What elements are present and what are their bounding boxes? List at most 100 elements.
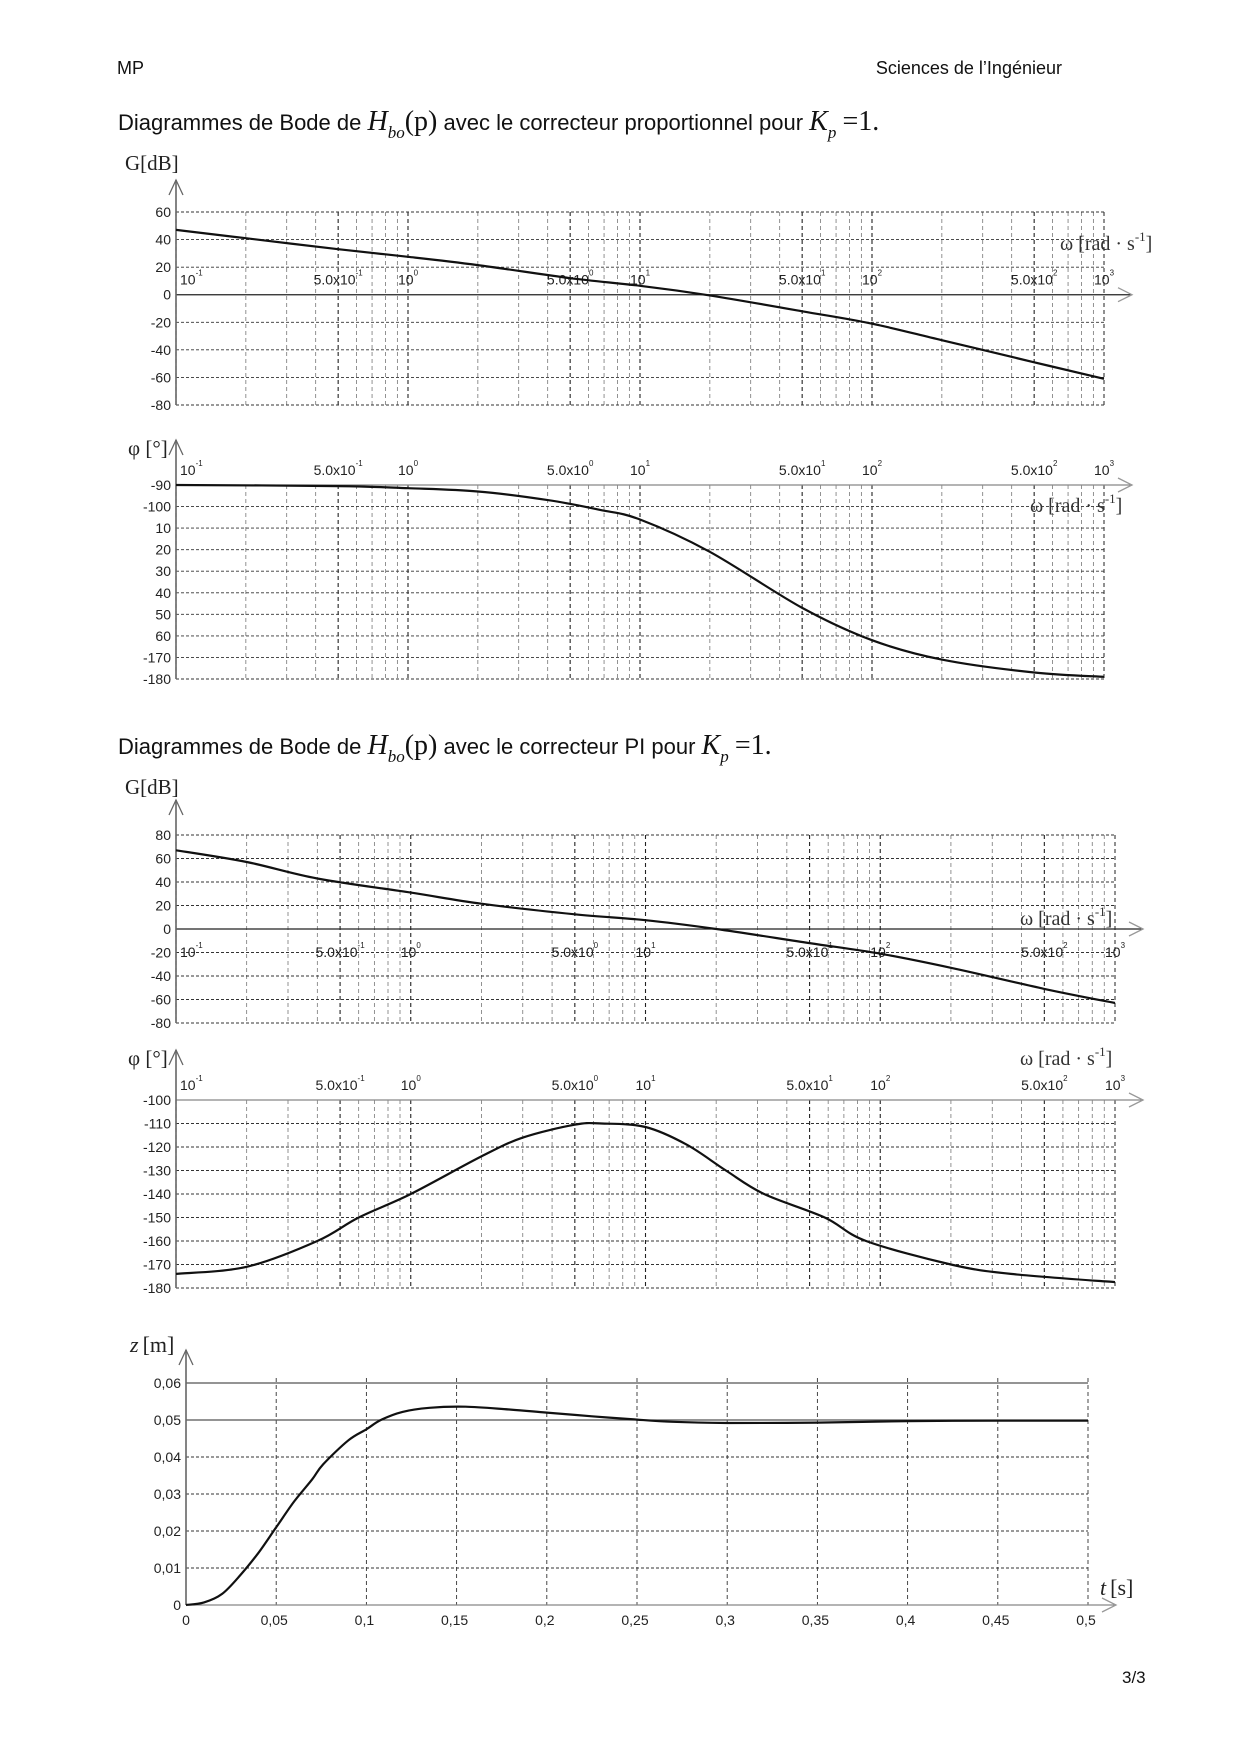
y-tick-label: 20	[155, 542, 171, 558]
x-tick-label: 0,15	[441, 1612, 468, 1628]
x-tick-base: 5.0x10	[786, 1077, 828, 1093]
x-tick-base: 5.0x10	[314, 462, 356, 478]
x-tick-base: 10	[180, 1077, 196, 1093]
series-line	[175, 849, 1116, 1005]
x-tick-label: 5.0x10-1	[315, 1074, 365, 1093]
title-text: Diagrammes de Bode de	[118, 110, 362, 135]
y-tick-label: 0,05	[154, 1412, 181, 1428]
x-tick-exponent: -1	[196, 269, 204, 278]
x-tick-label: 10-1	[180, 941, 203, 960]
x-tick-label: 103	[1094, 269, 1115, 288]
y-tick-label: 50	[155, 606, 171, 622]
y-tick-label: 0,03	[154, 1486, 181, 1502]
x-tick-label: 5.0x100	[547, 459, 594, 478]
x-tick-base: 10	[862, 272, 878, 288]
x-tick-label: 100	[401, 941, 422, 960]
y-tick-label: 40	[155, 874, 171, 890]
x-tick-base: 5.0x10	[547, 462, 589, 478]
x-tick-exponent: 0	[414, 459, 419, 468]
y-axis-arrow-icon	[168, 178, 184, 196]
x-tick-label: 0	[182, 1612, 190, 1628]
x-tick-exponent: -1	[196, 1074, 204, 1083]
x-tick-label: 5.0x10-1	[315, 941, 365, 960]
y-tick-label: -180	[143, 671, 171, 687]
y-tick-label: 0,06	[154, 1375, 181, 1391]
x-tick-base: 5.0x10	[1011, 272, 1053, 288]
x-tick-base: 10	[401, 1077, 417, 1093]
x-tick-base: 5.0x10	[779, 272, 821, 288]
x-tick-label: 100	[401, 1074, 422, 1093]
math-H-sub: bo	[387, 747, 405, 766]
y-tick-label: -170	[143, 649, 171, 665]
y-tick-label: 60	[155, 628, 171, 644]
page-number: 3/3	[1122, 1668, 1146, 1687]
x-tick-exponent: -1	[358, 1074, 366, 1083]
x-tick-base: 10	[635, 944, 651, 960]
y-axis-label: z [m]	[129, 1332, 174, 1357]
x-tick-label: 0,2	[535, 1612, 555, 1628]
x-tick-label: 102	[862, 459, 883, 478]
x-tick-base: 5.0x10	[786, 944, 828, 960]
x-tick-base: 5.0x10	[552, 1077, 594, 1093]
x-tick-exponent: 1	[828, 1074, 833, 1083]
x-tick-label: 0,1	[355, 1612, 375, 1628]
y-tick-label: -20	[151, 314, 171, 330]
x-tick-base: 10	[398, 272, 414, 288]
x-axis-arrow-icon	[1101, 1597, 1118, 1613]
x-tick-label: 100	[398, 459, 419, 478]
x-tick-exponent: -1	[358, 941, 366, 950]
x-axis-label: ω [rad · s-1]	[1030, 491, 1122, 517]
x-tick-label: 100	[398, 269, 419, 288]
y-axis-arrow-icon	[168, 438, 184, 456]
x-axis-label: ω [rad · s-1]	[1060, 229, 1152, 255]
x-tick-label: 0,05	[261, 1612, 288, 1628]
x-tick-base: 5.0x10	[552, 944, 594, 960]
x-axis-label-sup: -1	[1105, 491, 1116, 506]
x-tick-base: 10	[401, 944, 417, 960]
x-tick-label: 5.0x10-1	[314, 269, 364, 288]
x-tick-exponent: 0	[594, 941, 599, 950]
x-tick-exponent: 3	[1121, 941, 1126, 950]
x-axis-arrow-icon	[1117, 287, 1134, 303]
x-tick-base: 5.0x10	[1021, 1077, 1063, 1093]
x-tick-label: 102	[870, 1074, 891, 1093]
x-tick-exponent: 0	[414, 269, 419, 278]
y-tick-label: 0	[163, 921, 171, 937]
x-tick-label: 101	[630, 269, 651, 288]
series-line	[175, 483, 1105, 678]
x-tick-base: 10	[630, 462, 646, 478]
x-tick-base: 5.0x10	[1011, 462, 1053, 478]
title-text: avec le correcteur proportionnel pour	[443, 110, 804, 135]
math-H-sub: bo	[387, 123, 405, 142]
math-K: K	[701, 730, 721, 761]
x-tick-exponent: 1	[651, 941, 656, 950]
x-axis-label: t [s]	[1100, 1575, 1133, 1600]
x-tick-exponent: 2	[886, 941, 891, 950]
x-axis-unit: [s]	[1110, 1575, 1133, 1600]
y-axis-unit: [m]	[143, 1332, 175, 1357]
x-tick-exponent: 3	[1121, 1074, 1126, 1083]
x-tick-exponent: 0	[589, 269, 594, 278]
y-axis-var: z	[129, 1332, 139, 1357]
x-tick-base: 10	[635, 1077, 651, 1093]
x-tick-exponent: -1	[196, 941, 204, 950]
x-tick-label: 5.0x101	[786, 1074, 833, 1093]
y-tick-label: 20	[155, 898, 171, 914]
x-tick-label: 102	[862, 269, 883, 288]
x-tick-label: 103	[1094, 459, 1115, 478]
math-K-sub: p	[720, 747, 729, 766]
y-tick-label: 10	[155, 520, 171, 536]
x-tick-label: 0,45	[982, 1612, 1009, 1628]
x-tick-exponent: 0	[416, 941, 421, 950]
math-K-eq: =1	[734, 730, 765, 761]
x-axis-label-close: ]	[1116, 495, 1123, 517]
x-tick-base: 5.0x10	[315, 944, 357, 960]
title-text: avec le correcteur PI pour	[443, 734, 696, 759]
x-tick-label: 10-1	[180, 1074, 203, 1093]
x-axis-arrow-icon	[1128, 921, 1145, 937]
x-tick-exponent: 2	[878, 269, 883, 278]
x-tick-label: 101	[635, 1074, 656, 1093]
x-tick-base: 10	[1105, 1077, 1121, 1093]
